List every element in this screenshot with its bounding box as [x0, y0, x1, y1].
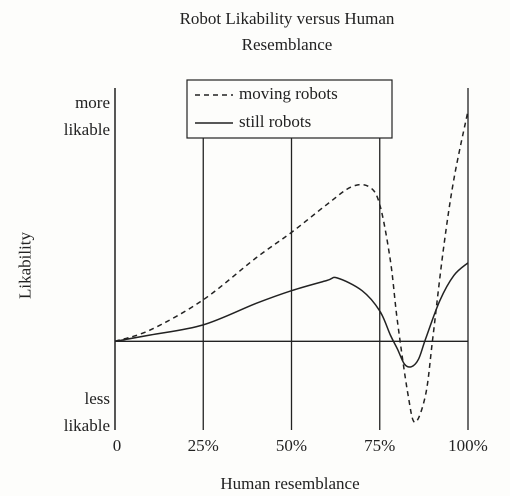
y-tick-label: more likable — [63, 92, 110, 139]
x-axis-label: Human resemblance — [220, 474, 360, 493]
x-tick-label: 100% — [448, 436, 488, 455]
x-tick-label: 75% — [364, 436, 395, 455]
x-tick-label: 50% — [276, 436, 307, 455]
y-tick-label: less likable — [63, 389, 110, 436]
x-tick-label: 0 — [113, 436, 122, 455]
legend-label: still robots — [239, 112, 311, 131]
series-line — [114, 262, 469, 368]
y-axis-label: Likability — [15, 231, 35, 300]
chart-title: Robot Likability versus Human Resemblanc… — [179, 9, 395, 54]
legend-box — [186, 79, 393, 139]
legend-label: moving robots — [239, 84, 338, 103]
x-tick-label: 25% — [188, 436, 219, 455]
